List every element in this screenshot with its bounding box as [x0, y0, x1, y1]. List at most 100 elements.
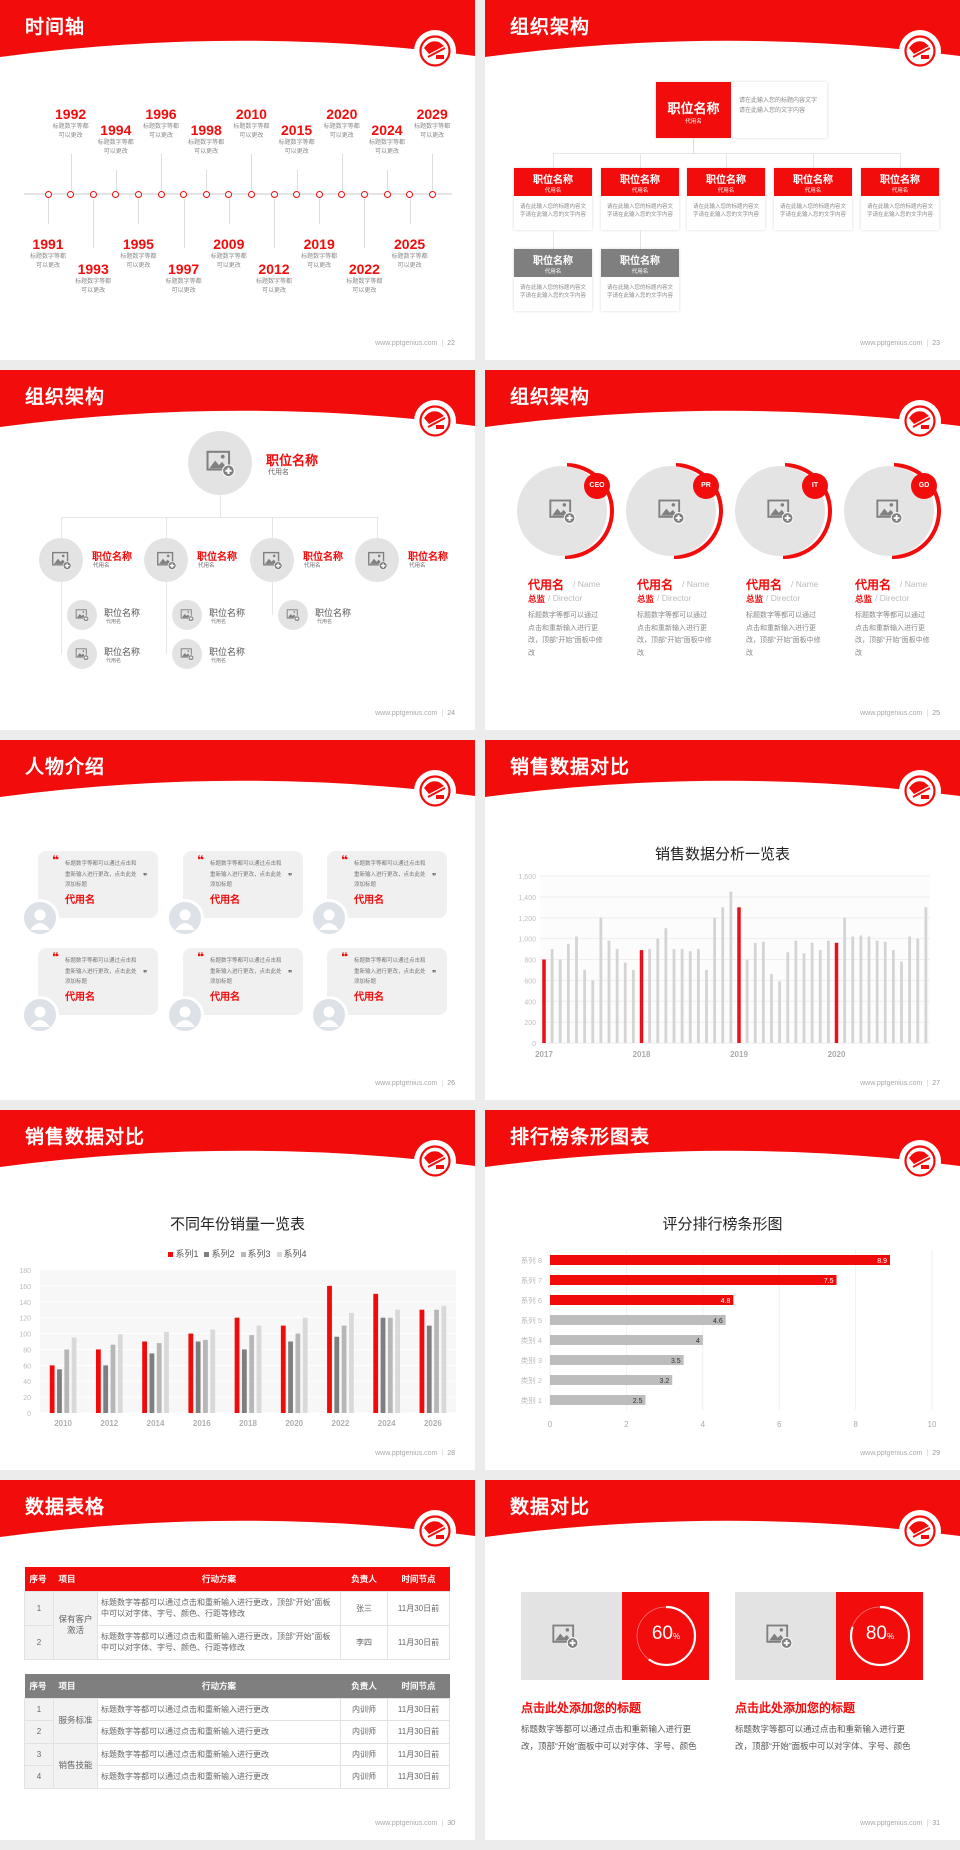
bar	[280, 1325, 286, 1413]
bar-value-label: 3.5	[671, 1358, 681, 1365]
person-card[interactable]: ❝ ❞ 标题数字等都可以通过点击和重新输入进行更改，点击此处添加标题 代用名	[183, 851, 303, 918]
org-photo[interactable]	[144, 538, 188, 582]
timeline-year: 1993	[77, 261, 109, 277]
org-card[interactable]: 职位名称 代用名 请在此输入您的标题内容文字请在此输入您的文字内容	[774, 168, 852, 230]
org-photo-top[interactable]	[188, 431, 252, 495]
timeline-dot	[44, 190, 52, 198]
image-placeholder-icon[interactable]	[75, 608, 89, 622]
person-card[interactable]: ❝ ❞ 标题数字等都可以通过点击和重新输入进行更改，点击此处添加标题 代用名	[183, 948, 303, 1015]
image-placeholder-icon[interactable]	[548, 497, 576, 525]
timeline-desc: 可以更改	[216, 263, 241, 269]
image-placeholder-icon[interactable]	[180, 608, 194, 622]
footer: www.pptgenius.com | 30	[375, 1820, 455, 1827]
image-placeholder-icon[interactable]	[657, 497, 685, 525]
org-card-gray[interactable]: 职位名称 代用名 请在此输入您的标题内容文字请在此输入您的文字内容	[514, 249, 592, 311]
org-top-card[interactable]: 职位名称 代用名 请在此输入您的标题内容文字请在此输入您的文字内容	[656, 82, 827, 138]
logo	[899, 30, 941, 72]
image-placeholder-icon[interactable]	[51, 550, 72, 571]
org-photo[interactable]	[250, 538, 294, 582]
item-heading[interactable]: 点击此处添加您的标题	[735, 1701, 856, 1715]
org-card[interactable]: 职位名称 代用名 请在此输入您的标题内容文字请在此输入您的文字内容	[514, 168, 592, 230]
image-placeholder-icon[interactable]	[875, 497, 903, 525]
y-category-label: 类别 1	[521, 1395, 542, 1405]
bar	[908, 936, 912, 1043]
avatar[interactable]	[21, 899, 59, 937]
org-photo[interactable]	[39, 538, 83, 582]
timeline-desc: 可以更改	[81, 288, 106, 294]
image-placeholder-icon[interactable]	[551, 1622, 579, 1650]
progress-ring	[635, 1605, 697, 1667]
member-role-en: / Director	[657, 593, 692, 603]
timeline-desc: 可以更改	[58, 133, 83, 139]
image-placeholder-icon[interactable]	[262, 550, 283, 571]
image-placeholder-icon[interactable]	[75, 647, 89, 661]
image-placeholder-icon[interactable]	[205, 448, 235, 478]
member-badge-label: PR	[701, 482, 711, 489]
bar	[558, 959, 562, 1043]
avatar[interactable]	[166, 996, 204, 1034]
bar	[859, 935, 863, 1043]
cell-no: 3	[24, 1742, 54, 1766]
logo	[899, 400, 941, 442]
avatar[interactable]	[310, 996, 348, 1034]
bar	[875, 940, 879, 1043]
bar	[575, 936, 578, 1043]
org-small-subtitle: 代用名	[106, 658, 122, 664]
footer-site: www.pptgenius.com	[375, 710, 438, 717]
org-card-gray[interactable]: 职位名称 代用名 请在此输入您的标题内容文字请在此输入您的文字内容	[601, 249, 679, 311]
person-card[interactable]: ❝ ❞ 标题数字等都可以通过点击和重新输入进行更改，点击此处添加标题 代用名	[38, 948, 158, 1015]
timeline-dot	[360, 190, 368, 198]
person-card[interactable]: ❝ ❞ 标题数字等都可以通过点击和重新输入进行更改，点击此处添加标题 代用名	[327, 851, 447, 918]
person-card[interactable]: ❝ ❞ 标题数字等都可以通过点击和重新输入进行更改，点击此处添加标题 代用名	[327, 948, 447, 1015]
bar	[786, 952, 790, 1043]
org-card[interactable]: 职位名称 代用名 请在此输入您的标题内容文字请在此输入您的文字内容	[861, 168, 939, 230]
cell-no: 1	[24, 1590, 54, 1626]
progress-ring	[849, 1605, 911, 1667]
footer-separator: |	[926, 710, 929, 717]
slide-title: 人物介绍	[25, 757, 106, 778]
image-placeholder-icon[interactable]	[180, 647, 194, 661]
member-desc: 标题数字等都可以通过点击和重新输入进行更改，顶部“开始”面板中修改	[528, 612, 603, 657]
item-heading[interactable]: 点击此处添加您的标题	[521, 1701, 642, 1715]
slide-31: 数据对比 www.pptgenius.com | 31 60% 点击此处添加您的标题 标题数…	[485, 1480, 960, 1840]
org-photo[interactable]	[355, 538, 399, 582]
bar	[426, 1325, 432, 1413]
org-card[interactable]: 职位名称 代用名 请在此输入您的标题内容文字请在此输入您的文字内容	[601, 168, 679, 230]
avatar[interactable]	[166, 899, 204, 937]
chart-title: 不同年份销量一览表	[169, 1216, 305, 1233]
image-placeholder-icon[interactable]	[766, 497, 794, 525]
org-photo-small[interactable]	[172, 600, 202, 630]
timeline-desc: 可以更改	[148, 133, 173, 139]
table-header-row: 序号 项目 行动方案 负责人 时间节点	[24, 1674, 450, 1698]
org-card-desc: 请在此输入您的标题内容文字请在此输入您的文字内容	[780, 204, 847, 218]
logo-emblem-icon	[904, 775, 936, 807]
logo-emblem-icon	[904, 1515, 936, 1547]
slide-title: 数据对比	[510, 1497, 591, 1518]
image-panel[interactable]	[521, 1592, 622, 1680]
header-band	[485, 370, 960, 427]
org-card[interactable]: 职位名称 代用名 请在此输入您的标题内容文字请在此输入您的文字内容	[687, 168, 765, 230]
person-name: 代用名	[210, 992, 240, 1003]
org-photo-small[interactable]	[172, 639, 202, 669]
org-title: 职位名称	[408, 552, 448, 563]
avatar[interactable]	[310, 899, 348, 937]
avatar[interactable]	[21, 996, 59, 1034]
bar	[672, 949, 676, 1043]
image-placeholder-icon[interactable]	[156, 550, 177, 571]
image-placeholder-icon[interactable]	[367, 550, 388, 571]
bar	[395, 1309, 401, 1413]
bar	[615, 949, 619, 1043]
org-photo-small[interactable]	[67, 600, 97, 630]
footer: www.pptgenius.com | 24	[375, 710, 455, 717]
footer-separator: |	[441, 1820, 444, 1827]
image-placeholder-icon[interactable]	[286, 608, 300, 622]
person-card[interactable]: ❝ ❞ 标题数字等都可以通过点击和重新输入进行更改，点击此处添加标题 代用名	[38, 851, 158, 918]
org-photo-small[interactable]	[278, 600, 308, 630]
org-small-title: 职位名称	[209, 647, 246, 657]
org-photo-small[interactable]	[67, 639, 97, 669]
image-placeholder-icon[interactable]	[765, 1622, 793, 1650]
timeline-desc: 标题数字等都	[301, 254, 338, 260]
image-panel[interactable]	[735, 1592, 836, 1680]
timeline-desc: 标题数字等都	[210, 254, 247, 260]
org-card-desc: 请在此输入您的标题内容文字请在此输入您的文字内容	[520, 204, 587, 218]
